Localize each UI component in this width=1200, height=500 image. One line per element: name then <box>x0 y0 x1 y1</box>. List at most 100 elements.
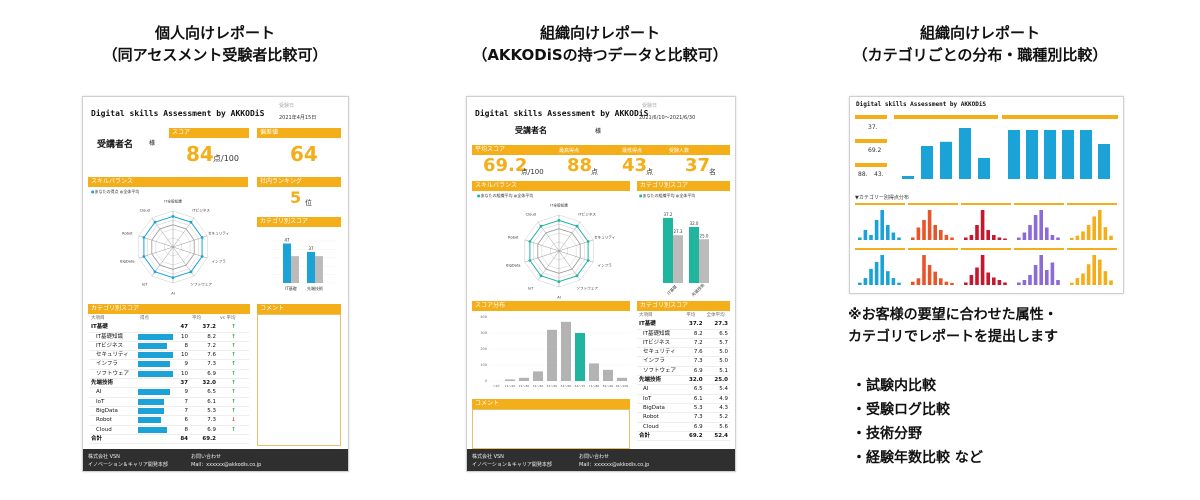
note-line-2: カテゴリでレポートを提出します <box>848 329 1058 345</box>
small-distribution-chart <box>855 203 905 240</box>
row-score: 8 <box>138 341 190 350</box>
row-avg: 6.1 <box>207 398 216 405</box>
dist-ytick: 400 <box>480 315 487 319</box>
score-bar <box>138 398 165 405</box>
legend-org-all: ●あなたの組織平均 ●全体平均 <box>477 193 534 198</box>
radar-point <box>539 224 543 228</box>
bullet-4: ・経験年数比較 など <box>852 450 983 466</box>
row-name: インフラ <box>96 361 118 368</box>
radar-point <box>142 255 146 258</box>
small-chart-bar <box>863 278 868 285</box>
small-distribution-chart <box>961 203 1011 240</box>
mini-category-label: 先端技術 <box>690 282 706 298</box>
top-right-bar <box>1098 144 1110 179</box>
exam-date: 2021/6/10～2021/6/30 <box>639 115 696 121</box>
small-chart-bar <box>939 278 943 285</box>
mini-bar-value-label: 32.0 <box>690 221 699 226</box>
arrow-up-icon: ↑ <box>231 324 236 331</box>
small-chart-bar <box>927 265 932 285</box>
small-chart-bar <box>1045 227 1049 240</box>
report-footer: 株式会社 VSN イノベーション＆キャリア開発本部 お問い合わせ Mail：xx… <box>83 449 348 471</box>
small-chart-bar <box>980 255 985 285</box>
radar-point <box>200 255 204 258</box>
radar-axis-label: ソフトウェア <box>190 282 212 287</box>
row-avg: 6.5 <box>207 389 216 396</box>
dist-xtick: 81～90 <box>603 384 614 388</box>
score-bar <box>138 361 170 368</box>
arrow-up-icon: ↑ <box>231 352 236 359</box>
small-chart-bar <box>1039 255 1043 285</box>
mini-bar-all <box>673 235 683 283</box>
score-suffix: 点/100 <box>213 154 239 163</box>
row-name: 合計 <box>639 432 651 439</box>
row-avg: 7.2 <box>207 342 216 349</box>
column-title-1: 個人向けレポート （同アセスメント受験者比較可） <box>90 22 340 66</box>
row-name: ITビジネス <box>643 339 670 346</box>
row-avg: 7.3 <box>207 417 216 424</box>
small-chart-bar <box>891 232 896 240</box>
row-name: IoT <box>643 395 652 402</box>
top-right-bar <box>1026 130 1038 179</box>
mini-category-label: IT基礎 <box>665 283 677 295</box>
category-distribution-label: ▼カテゴリー別得点分布 <box>855 195 909 201</box>
row-score: 10 <box>138 369 190 378</box>
dist-ytick: 0 <box>485 379 487 383</box>
table-row: Cloud 8 6.9 ↑ <box>89 425 249 435</box>
table-row: Cloud 6.9 5.6 <box>637 422 730 432</box>
mini-bar-value-label: 37.2 <box>664 212 673 217</box>
column-title-2: 組織向けレポート （AKKODiSの持つデータと比較可） <box>455 22 745 66</box>
kpi-4: 43. <box>874 171 884 178</box>
bullet-1: ・試験内比較 <box>852 378 936 394</box>
radar-series-avg <box>151 224 195 270</box>
mini-category-label: IT基礎 <box>285 285 297 291</box>
row-overall-avg: 5.4 <box>719 386 728 393</box>
footer-company: 株式会社 VSN <box>472 454 504 460</box>
radar-point <box>171 215 175 218</box>
table-header-cell: 全体平均 <box>706 313 725 318</box>
kpi-bar-3 <box>855 163 887 167</box>
row-avg: 37.2 <box>689 321 703 328</box>
small-chart-bar <box>858 282 862 285</box>
report-title: Digital skills Assessment by AKKODiS <box>91 109 265 118</box>
small-chart-bar <box>933 271 937 285</box>
dist-bar <box>533 371 543 381</box>
kpi-header-avg: 平均スコア <box>472 145 730 155</box>
small-chart-bar <box>986 272 990 285</box>
row-name: BigData <box>643 404 665 411</box>
small-chart-header <box>1014 203 1064 205</box>
small-chart-header <box>961 248 1011 250</box>
column-title-3-line2: （カテゴリごとの分布・職種別比較） <box>852 46 1108 64</box>
top-right-bar <box>1008 130 1020 179</box>
small-chart-bar <box>969 275 974 285</box>
row-avg: 8.2 <box>207 333 216 340</box>
score-bar <box>138 352 174 359</box>
dist-bar <box>547 329 557 381</box>
category-table: 大項目 平均 全体平均 IT基礎 37.2 27.3 IT基礎知識 8.2 6.5 ITビジネス 7… <box>637 312 730 441</box>
small-chart-bar <box>969 235 974 240</box>
radar-point <box>557 280 561 283</box>
row-name: ソフトウェア <box>96 370 130 377</box>
small-distribution-chart <box>1067 248 1117 285</box>
row-avg: 8.2 <box>693 330 703 337</box>
small-chart-bar <box>964 237 968 240</box>
comment-panel <box>257 314 341 446</box>
row-score: 10 <box>138 332 190 341</box>
table-header-row: 大項目 得点 平均 vs 平均 <box>89 315 249 323</box>
small-chart-header <box>1014 248 1064 250</box>
radar-axis-label: IoT <box>528 287 534 291</box>
radar-axis-label: ITビジネス <box>192 207 210 212</box>
row-name: ITビジネス <box>96 342 123 349</box>
small-chart-bar <box>1109 235 1113 240</box>
honorific: 様 <box>149 140 156 147</box>
table-row: セキュリティ 7.6 5.0 <box>637 348 730 357</box>
row-name: Robot <box>643 414 659 421</box>
small-chart-header <box>1067 248 1117 250</box>
table-row: 先端技術 32.0 25.0 <box>637 376 730 385</box>
small-chart-header <box>855 203 905 205</box>
note-line-1: ※お客様の要望に合わせた属性・ <box>848 307 1058 323</box>
radar-point <box>200 236 204 239</box>
row-score: 6 <box>138 416 190 425</box>
kpi-header-min: 最低得点 <box>622 148 643 154</box>
dist-bar <box>519 377 529 381</box>
column-title-3: 組織向けレポート （カテゴリごとの分布・職種別比較） <box>835 22 1125 66</box>
